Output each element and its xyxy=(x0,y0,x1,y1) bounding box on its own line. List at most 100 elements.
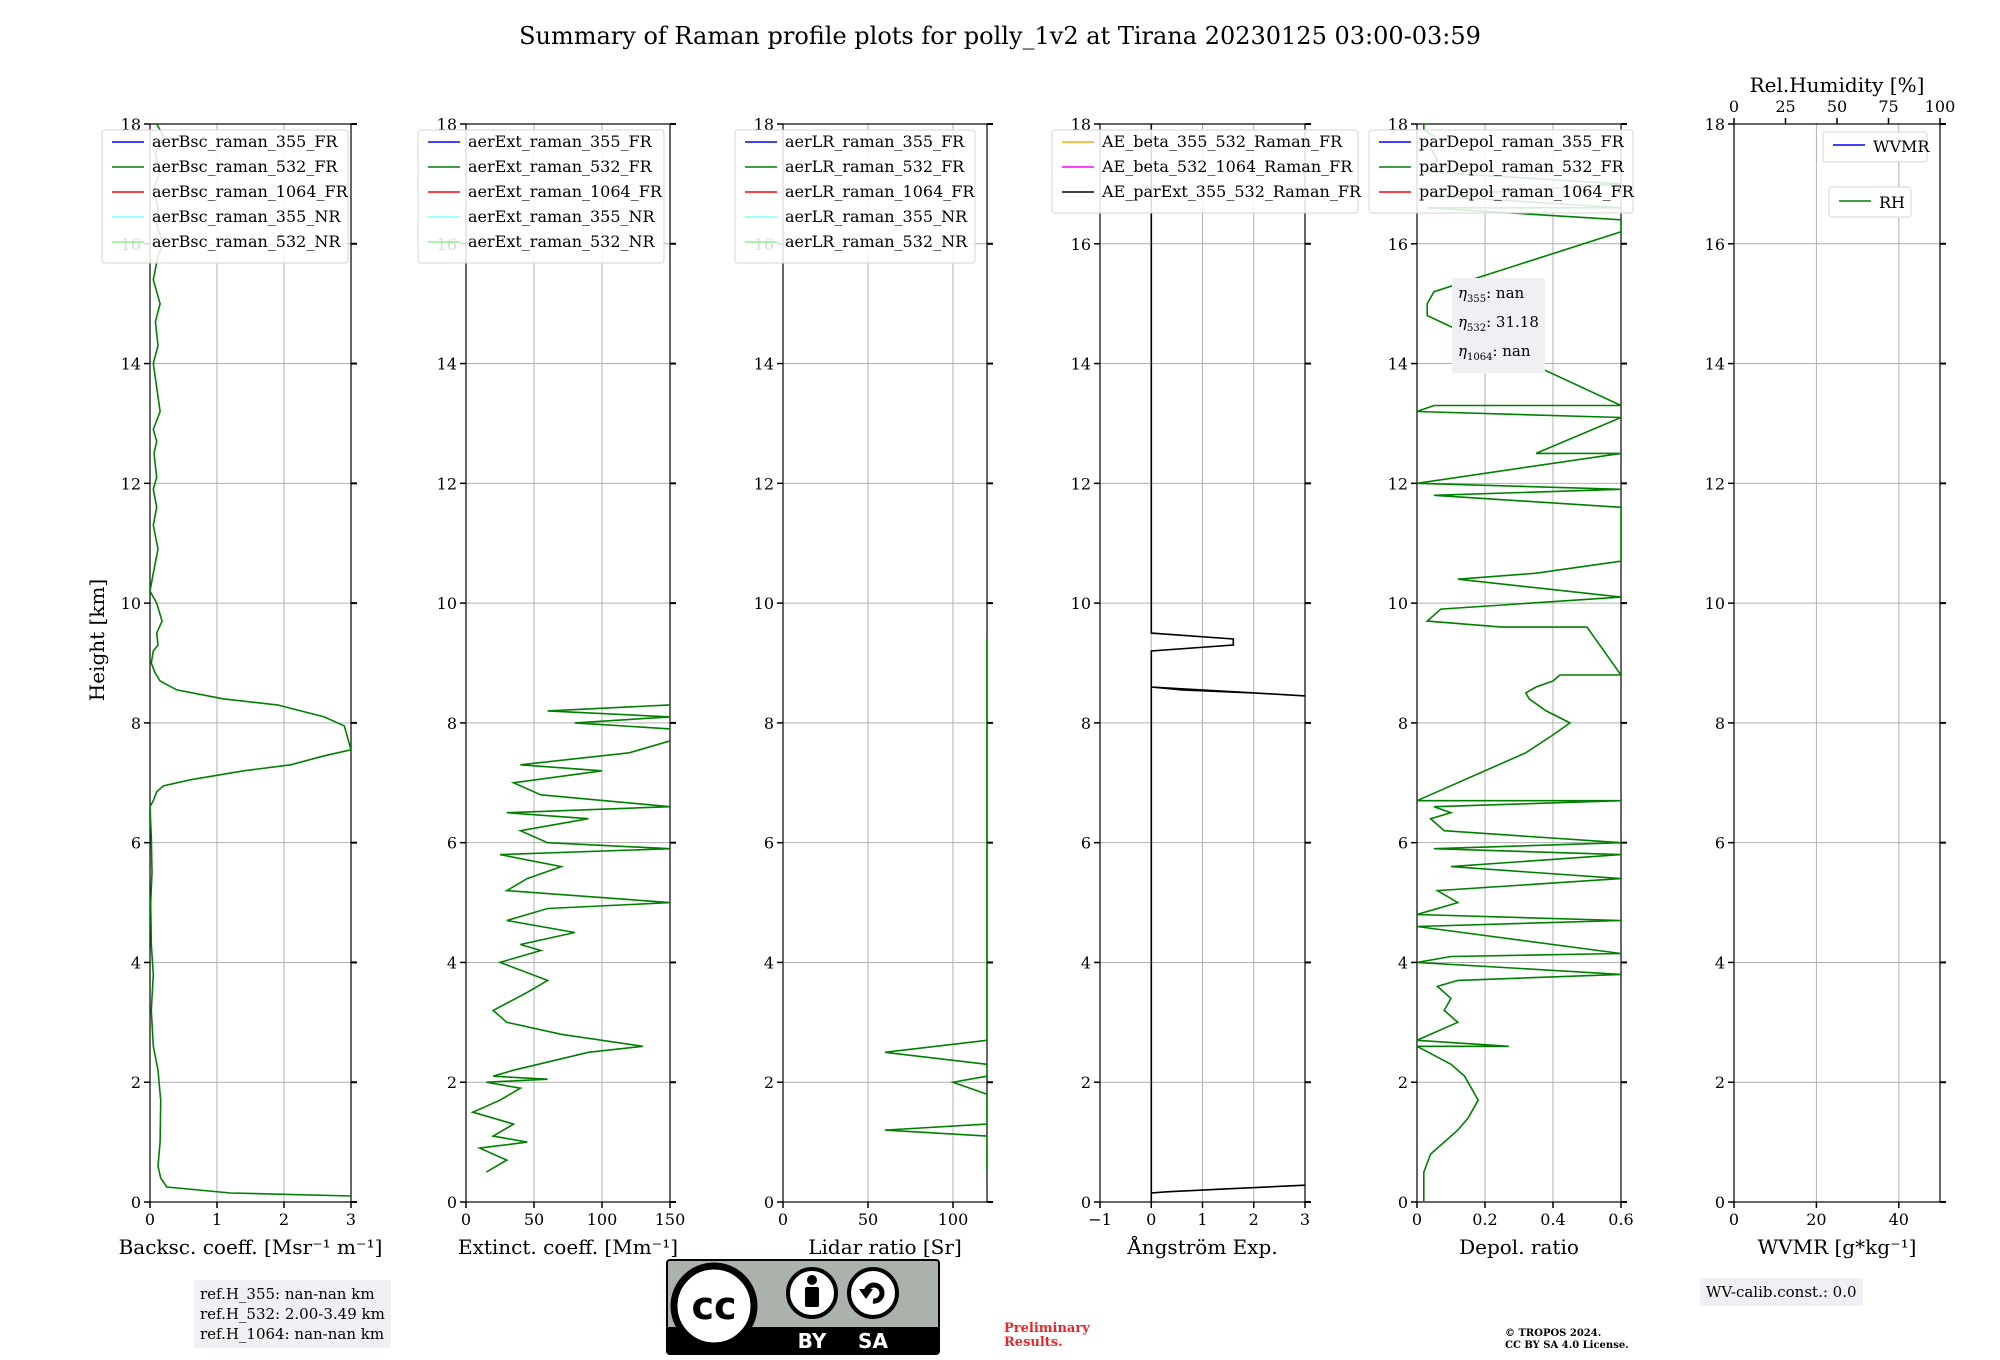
y-tick-label: 6 xyxy=(447,834,457,853)
panel-1: 0246810121416180123Backsc. coeff. [Msr⁻¹… xyxy=(101,115,383,1259)
y-tick-label: 4 xyxy=(1715,953,1725,972)
y-tick-label: 0 xyxy=(1715,1193,1725,1212)
y-tick-label: 2 xyxy=(1081,1073,1091,1092)
x-tick-label: 1 xyxy=(212,1210,222,1229)
legend-box xyxy=(417,129,665,264)
legend-box xyxy=(101,129,349,264)
x2-tick-label: 75 xyxy=(1878,97,1898,116)
legend-box-rh xyxy=(1828,186,1912,218)
x-tick-label: 2 xyxy=(279,1210,289,1229)
y-tick-label: 12 xyxy=(754,474,774,493)
legend-label: aerExt_raman_532_FR xyxy=(468,157,653,176)
eta-355: η355: nan xyxy=(1458,284,1525,305)
x-tick-label: 3 xyxy=(346,1210,356,1229)
x-tick-label: 100 xyxy=(938,1210,969,1229)
figure-title: Summary of Raman profile plots for polly… xyxy=(519,22,1481,50)
y-tick-label: 10 xyxy=(437,594,457,613)
y-tick-label: 14 xyxy=(437,355,457,374)
y-tick-label: 18 xyxy=(754,115,774,134)
legend-label: aerBsc_raman_532_FR xyxy=(152,157,338,176)
y-tick-label: 2 xyxy=(1715,1073,1725,1092)
y-tick-label: 6 xyxy=(131,834,141,853)
y-tick-label: 10 xyxy=(754,594,774,613)
x-tick-label: 0.4 xyxy=(1540,1210,1565,1229)
legend-label: RH xyxy=(1879,193,1905,212)
x-tick-label: 1 xyxy=(1197,1210,1207,1229)
copyright-line-1: © TROPOS 2024. xyxy=(1505,1328,1602,1339)
y-tick-label: 16 xyxy=(1071,235,1091,254)
x-tick-label: 0 xyxy=(145,1210,155,1229)
y-tick-label: 18 xyxy=(1388,115,1408,134)
copyright-line-2: CC BY SA 4.0 License. xyxy=(1505,1340,1629,1351)
x-tick-label: 3 xyxy=(1300,1210,1310,1229)
y-tick-label: 4 xyxy=(764,953,774,972)
y-tick-label: 0 xyxy=(764,1193,774,1212)
legend-label: aerBsc_raman_532_NR xyxy=(152,232,341,251)
legend-box xyxy=(1051,129,1359,214)
y-tick-label: 8 xyxy=(1715,714,1725,733)
y-tick-label: 0 xyxy=(1398,1193,1408,1212)
x-tick-label: 50 xyxy=(858,1210,878,1229)
legend-box xyxy=(1368,129,1634,214)
x-tick-label: −1 xyxy=(1088,1210,1112,1229)
x-axis-label: Backsc. coeff. [Msr⁻¹ m⁻¹] xyxy=(119,1235,383,1259)
y-tick-label: 8 xyxy=(764,714,774,733)
y-tick-label: 14 xyxy=(1705,355,1725,374)
x-tick-label: 0 xyxy=(1729,1210,1739,1229)
y-tick-label: 18 xyxy=(121,115,141,134)
y-tick-label: 14 xyxy=(754,355,774,374)
x-tick-label: 40 xyxy=(1889,1210,1909,1229)
series-line-AE_parExt_355_532_Raman_FR xyxy=(1150,124,1305,1202)
legend-label: aerBsc_raman_355_NR xyxy=(152,207,341,226)
y-tick-label: 12 xyxy=(121,474,141,493)
axes-frame xyxy=(1733,123,1941,1203)
y-tick-label: 16 xyxy=(1705,235,1725,254)
x2-tick-label: 50 xyxy=(1827,97,1847,116)
x-axis-label: Ångström Exp. xyxy=(1126,1234,1277,1259)
y-tick-label: 4 xyxy=(447,953,457,972)
y-tick-label: 8 xyxy=(1398,714,1408,733)
x-tick-label: 0 xyxy=(461,1210,471,1229)
x2-axis-label: Rel.Humidity [%] xyxy=(1750,73,1925,97)
legend-label: AE_beta_355_532_Raman_FR xyxy=(1101,132,1343,151)
axes-frame xyxy=(1416,123,1622,1203)
legend-label: aerBsc_raman_1064_FR xyxy=(152,182,349,201)
legend-label: AE_parExt_355_532_Raman_FR xyxy=(1101,182,1362,201)
x-tick-label: 20 xyxy=(1806,1210,1826,1229)
y-tick-label: 8 xyxy=(447,714,457,733)
preliminary-line-2: Results. xyxy=(1004,1335,1063,1350)
legend-label: parDepol_raman_355_FR xyxy=(1419,132,1625,151)
legend-label: parDepol_raman_1064_FR xyxy=(1419,182,1635,201)
y-tick-label: 14 xyxy=(1388,355,1408,374)
x-tick-label: 0 xyxy=(1146,1210,1156,1229)
axes-frame xyxy=(465,123,671,1203)
y-tick-label: 12 xyxy=(1388,474,1408,493)
ref-height-355: ref.H_355: nan-nan km xyxy=(200,1285,375,1303)
y-tick-label: 4 xyxy=(1081,953,1091,972)
y-tick-label: 6 xyxy=(764,834,774,853)
legend-box xyxy=(734,129,976,264)
x-axis-label: Depol. ratio xyxy=(1459,1235,1579,1259)
axes-frame xyxy=(149,123,352,1203)
x-tick-label: 100 xyxy=(587,1210,618,1229)
y-tick-label: 2 xyxy=(1398,1073,1408,1092)
y-tick-label: 18 xyxy=(1071,115,1091,134)
x-tick-label: 150 xyxy=(655,1210,686,1229)
wv-calib-text: WV-calib.const.: 0.0 xyxy=(1706,1283,1857,1301)
preliminary-results-note: Preliminary Results. xyxy=(1004,1322,1090,1350)
legend-label: aerExt_raman_355_FR xyxy=(468,132,653,151)
y-tick-label: 0 xyxy=(1081,1193,1091,1212)
legend-label: aerBsc_raman_355_FR xyxy=(152,132,338,151)
legend-label: aerLR_raman_1064_FR xyxy=(785,182,975,201)
x2-tick-label: 100 xyxy=(1925,97,1956,116)
y-tick-label: 14 xyxy=(1071,355,1091,374)
series-line-aerBsc_raman_532_FR xyxy=(150,124,351,1197)
depol-eta-box: η355: nan η532: 31.18 η1064: nan xyxy=(1452,278,1545,373)
wv-calib-box: WV-calib.const.: 0.0 xyxy=(1700,1278,1863,1306)
y-axis-label: Height [km] xyxy=(85,579,109,701)
cc-by-sa-license-icon: cc BY SA xyxy=(666,1259,940,1355)
y-tick-label: 2 xyxy=(764,1073,774,1092)
x-axis-label: Lidar ratio [Sr] xyxy=(808,1235,962,1259)
